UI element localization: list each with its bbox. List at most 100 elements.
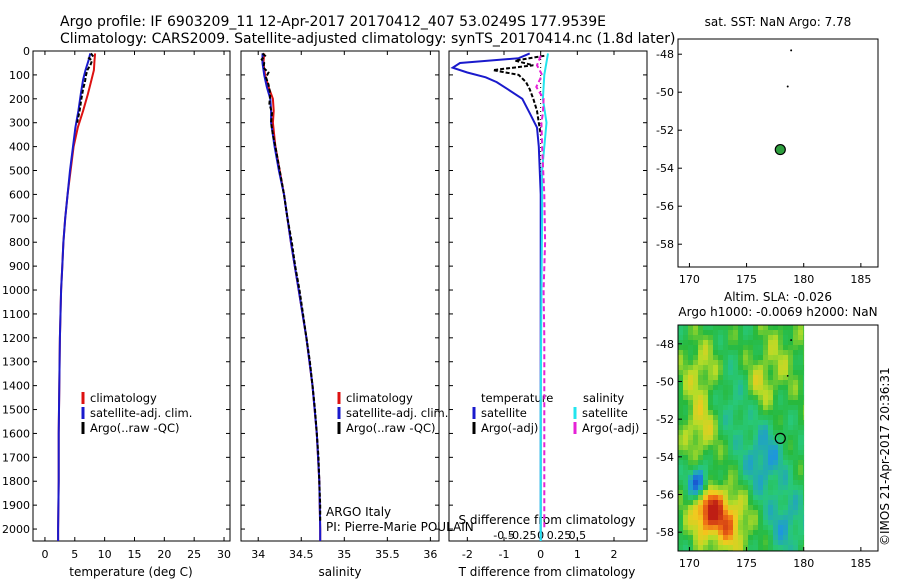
sla-heatmap-cell [683,480,689,486]
sla-heatmap-cell [678,415,684,421]
sla-heatmap-cell [753,435,759,441]
sla-heatmap-cell [803,420,805,426]
profile-point [790,339,793,341]
sla-heatmap-cell [788,505,794,511]
sla-heatmap-cell [763,355,769,361]
sla-heatmap-cell [753,395,759,401]
sla-heatmap-cell [708,460,714,466]
sla-heatmap-cell [728,375,734,381]
sla-heatmap-cell [778,340,784,346]
sla-heatmap-cell [688,430,694,436]
sla-heatmap-cell [688,440,694,446]
legend-label-argo: Argo(..raw -QC) [90,421,180,435]
sla-heatmap-cell [798,385,804,391]
sla-heatmap-cell [763,325,769,331]
sla-heatmap-cell [758,480,764,486]
sla-heatmap-cell [783,355,789,361]
sla-heatmap-cell [703,465,709,471]
sla-heatmap-cell [793,330,799,336]
sla-heatmap-cell [688,535,694,541]
sla-heatmap-cell [738,360,744,366]
sla-heatmap-cell [693,410,699,416]
sla-heatmap-cell [758,355,764,361]
sla-heatmap-cell [743,420,749,426]
sla-heatmap-cell [768,365,774,371]
sla-heatmap-cell [718,445,724,451]
sla-heatmap-cell [698,330,704,336]
sla-heatmap-cell [723,500,729,506]
sla-heatmap-cell [743,365,749,371]
sla-heatmap-cell [683,455,689,461]
sla-heatmap-cell [703,415,709,421]
sla-heatmap-cell [788,425,794,431]
sla-heatmap-cell [753,360,759,366]
sla-heatmap-cell [713,340,719,346]
sla-heatmap-cell [763,380,769,386]
sla-heatmap-cell [773,500,779,506]
sla-heatmap-cell [678,450,684,456]
sla-heatmap-cell [748,360,754,366]
sla-heatmap-cell [778,395,784,401]
sla-heatmap-cell [798,360,804,366]
sla-heatmap-cell [688,385,694,391]
sla-heatmap-cell [713,335,719,341]
sla-heatmap-cell [778,350,784,356]
sla-heatmap-cell [698,470,704,476]
x-tick-label: 1 [574,548,581,561]
sla-heatmap-cell [768,385,774,391]
sla-heatmap-cell [788,430,794,436]
sla-heatmap-cell [758,350,764,356]
sla-heatmap-cell [803,410,805,416]
map-y-tick-label: -56 [656,200,674,213]
sla-heatmap-cell [793,425,799,431]
y-tick-label: 200 [9,93,30,106]
legend-title-temperature: temperature [481,391,553,405]
sla-heatmap-cell [763,460,769,466]
sla-heatmap-cell [793,485,799,491]
sla-heatmap-cell [753,335,759,341]
sla-heatmap-cell [743,380,749,386]
sla-heatmap-cell [743,435,749,441]
sla-heatmap-cell [728,335,734,341]
sla-heatmap-cell [793,440,799,446]
sla-heatmap-cell [728,360,734,366]
sla-heatmap-cell [743,405,749,411]
map-x-tick-label: 180 [793,557,814,570]
x-tick-label: 25 [187,548,201,561]
difference-panel [448,50,648,542]
sla-heatmap-cell [793,460,799,466]
sla-heatmap-cell [718,425,724,431]
sla-heatmap-cell [688,380,694,386]
map-y-tick-label: -50 [656,376,674,389]
sla-heatmap-cell [678,445,684,451]
sla-heatmap-cell [753,430,759,436]
map-y-tick-label: -54 [656,162,674,175]
sla-heatmap-cell [698,370,704,376]
sla-heatmap-cell [793,455,799,461]
sla-heatmap-cell [773,540,779,546]
sla-heatmap-cell [793,410,799,416]
sla-heatmap-cell [713,325,719,331]
sla-heatmap-cell [773,385,779,391]
sla-heatmap-cell [693,465,699,471]
x-tick-label: -1 [499,548,510,561]
sla-heatmap-cell [708,380,714,386]
sla-heatmap-cell [723,485,729,491]
sla-heatmap-cell [708,335,714,341]
sla-heatmap-cell [698,535,704,541]
sla-heatmap-cell [688,330,694,336]
sla-heatmap-cell [788,450,794,456]
sla-heatmap-cell [683,450,689,456]
sla-heatmap-cell [783,525,789,531]
sla-heatmap-cell [693,370,699,376]
sla-heatmap-cell [798,440,804,446]
sla-heatmap-cell [718,495,724,501]
sla-heatmap-cell [718,525,724,531]
sla-heatmap-cell [723,490,729,496]
sla-heatmap-cell [738,380,744,386]
sla-heatmap-cell [803,360,805,366]
sla-heatmap-cell [788,520,794,526]
sla-heatmap-cell [723,375,729,381]
sla-heatmap-cell [748,420,754,426]
sla-heatmap-cell [743,510,749,516]
